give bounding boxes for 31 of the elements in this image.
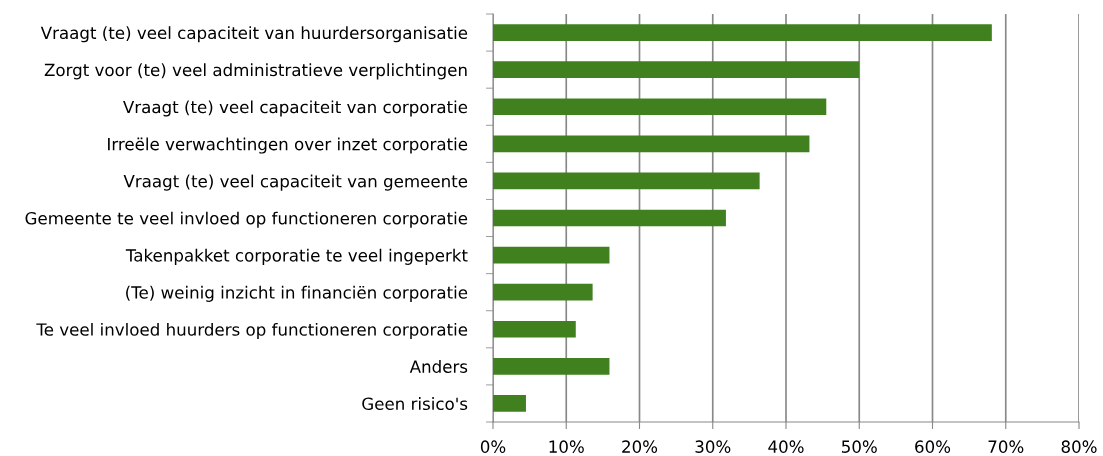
x-tick-label: 20%: [622, 440, 658, 453]
bar: [493, 358, 610, 375]
y-tick-label: Gemeente te veel invloed op functioneren corporatie: [25, 211, 468, 228]
x-tick-label: 10%: [549, 440, 584, 453]
y-tick-label: Geen risico's: [362, 397, 468, 411]
x-tick-label: 50%: [842, 440, 877, 453]
x-tick-label: 60%: [915, 440, 951, 453]
bar: [493, 24, 992, 41]
bar: [493, 172, 760, 190]
y-tick-label: Vraagt (te) veel capaciteit van huurdersorganisatie: [40, 26, 468, 43]
y-tick-label: Te veel invloed huurders op functioneren corporatie: [36, 322, 468, 340]
bar: [493, 61, 860, 78]
y-tick-label: Vraagt (te) veel capaciteit van gemeente: [123, 174, 468, 191]
y-tick-label: Irreële verwachtingen over inzet corporatie: [108, 137, 468, 154]
y-tick-label: Vraagt (te) veel capaciteit van corporatie: [123, 100, 468, 117]
x-tick-label: 0%: [480, 440, 506, 453]
bar: [493, 135, 810, 153]
x-tick-label: 80%: [1061, 440, 1097, 453]
bar: [493, 246, 610, 264]
bar: [493, 209, 726, 227]
bar: [493, 98, 827, 116]
x-tick-label: 70%: [988, 440, 1024, 453]
x-tick-label: 40%: [768, 440, 804, 453]
bar: [493, 283, 593, 301]
y-tick-label: Anders: [409, 360, 468, 373]
y-tick-label: (Te) weinig inzicht in financiën corporatie: [126, 285, 468, 302]
bar: [493, 320, 576, 338]
bar: [493, 395, 526, 412]
x-tick-label: 30%: [695, 440, 731, 453]
y-tick-label: Zorgt voor (te) veel administratieve verplichtingen: [44, 63, 467, 80]
y-tick-label: Takenpakket corporatie te veel ingeperkt: [125, 248, 468, 265]
